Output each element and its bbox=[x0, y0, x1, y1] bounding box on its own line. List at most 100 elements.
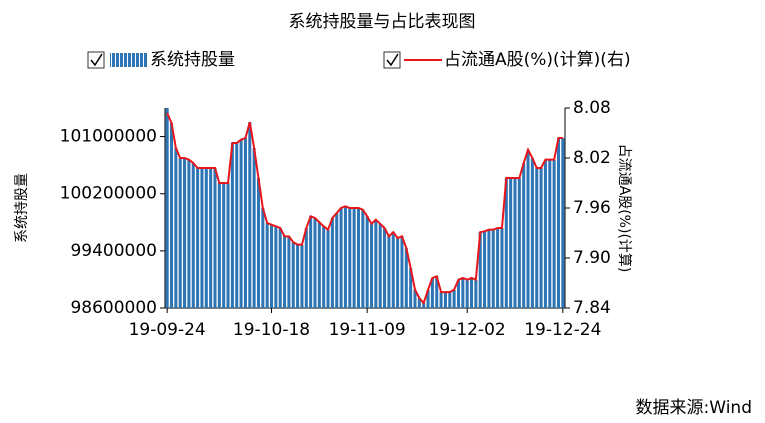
bar bbox=[504, 178, 508, 308]
bar bbox=[256, 178, 260, 308]
x-tick-label: 19-11-09 bbox=[329, 320, 406, 340]
line bbox=[166, 112, 563, 305]
bar bbox=[187, 160, 191, 308]
bar bbox=[243, 138, 247, 308]
bar bbox=[213, 168, 217, 308]
y2-tick-label: 7.84 bbox=[573, 298, 611, 318]
bar bbox=[361, 210, 365, 308]
bar bbox=[170, 123, 174, 308]
y2-tick-label: 7.90 bbox=[573, 248, 611, 268]
bar bbox=[339, 208, 343, 308]
bar bbox=[191, 163, 195, 308]
bar bbox=[483, 231, 487, 308]
bar bbox=[470, 278, 474, 308]
legend-swatch bbox=[110, 53, 148, 67]
bar bbox=[552, 160, 556, 308]
bar bbox=[309, 216, 313, 308]
bar bbox=[561, 138, 565, 308]
chart-title: 系统持股量与占比表现图 bbox=[289, 12, 476, 32]
y-axis-title: 系统持股量 bbox=[14, 173, 30, 243]
bar bbox=[409, 268, 413, 308]
x-tick-label: 19-12-24 bbox=[524, 320, 601, 340]
bar bbox=[500, 228, 504, 308]
bar bbox=[487, 230, 491, 308]
bar bbox=[400, 236, 404, 308]
bar bbox=[543, 160, 547, 308]
y-tick-label: 98600000 bbox=[70, 298, 157, 318]
bar bbox=[496, 228, 500, 308]
bar bbox=[304, 228, 308, 308]
bar bbox=[230, 143, 234, 308]
source-note: 数据来源:Wind bbox=[636, 398, 752, 418]
bar bbox=[235, 143, 239, 308]
bar bbox=[183, 158, 187, 308]
bar bbox=[548, 160, 552, 308]
bar bbox=[196, 168, 200, 308]
bar bbox=[448, 292, 452, 308]
bar bbox=[343, 206, 347, 308]
bar bbox=[374, 220, 378, 308]
bar bbox=[365, 216, 369, 308]
y2-axis-title: 占流通A股(%)(计算) bbox=[616, 144, 632, 273]
bar bbox=[517, 178, 521, 308]
x-tick-label: 19-12-02 bbox=[429, 320, 506, 340]
bar bbox=[335, 213, 339, 308]
bar bbox=[283, 236, 287, 308]
bar bbox=[378, 224, 382, 308]
bar bbox=[296, 245, 300, 308]
bar bbox=[456, 280, 460, 308]
bar bbox=[226, 183, 230, 308]
legend-label: 占流通A股(%)(计算)(右) bbox=[444, 50, 631, 70]
bar bbox=[165, 108, 169, 308]
x-tick-label: 19-09-24 bbox=[129, 320, 206, 340]
bar bbox=[396, 238, 400, 308]
bar bbox=[383, 228, 387, 308]
y2-tick-label: 7.96 bbox=[573, 198, 611, 218]
bar bbox=[430, 278, 434, 308]
bar bbox=[239, 140, 243, 308]
bar bbox=[426, 290, 430, 308]
bar bbox=[204, 168, 208, 308]
y-tick-label: 100200000 bbox=[60, 184, 157, 204]
bar bbox=[522, 163, 526, 308]
bar bbox=[443, 292, 447, 308]
y-tick-label: 101000000 bbox=[60, 127, 157, 147]
bar bbox=[404, 248, 408, 308]
checkmark bbox=[386, 53, 399, 67]
bar bbox=[439, 292, 443, 308]
bar bbox=[435, 276, 439, 308]
bar bbox=[317, 222, 321, 308]
bar bbox=[200, 168, 204, 308]
bar bbox=[452, 290, 456, 308]
bar bbox=[556, 138, 560, 308]
bar bbox=[265, 223, 269, 308]
bar bbox=[348, 208, 352, 308]
bar bbox=[270, 225, 274, 308]
bar bbox=[491, 230, 495, 308]
bar bbox=[509, 178, 513, 308]
bar bbox=[478, 232, 482, 308]
bar bbox=[313, 218, 317, 308]
bar bbox=[461, 278, 465, 308]
bar bbox=[391, 232, 395, 308]
bar bbox=[387, 236, 391, 308]
bar bbox=[248, 122, 252, 308]
bar bbox=[422, 303, 426, 308]
bar bbox=[287, 236, 291, 308]
bar bbox=[352, 208, 356, 308]
y-tick-label: 99400000 bbox=[70, 241, 157, 261]
bar bbox=[278, 228, 282, 308]
bar bbox=[252, 148, 256, 308]
bar bbox=[526, 150, 530, 308]
legend-label: 系统持股量 bbox=[150, 50, 235, 70]
bar bbox=[217, 183, 221, 308]
bar bbox=[209, 168, 213, 308]
bar bbox=[326, 230, 330, 308]
checkmark bbox=[90, 53, 103, 67]
bar bbox=[274, 226, 278, 308]
bar bbox=[291, 242, 295, 308]
x-tick-label: 19-10-18 bbox=[233, 320, 310, 340]
bar bbox=[513, 178, 517, 308]
